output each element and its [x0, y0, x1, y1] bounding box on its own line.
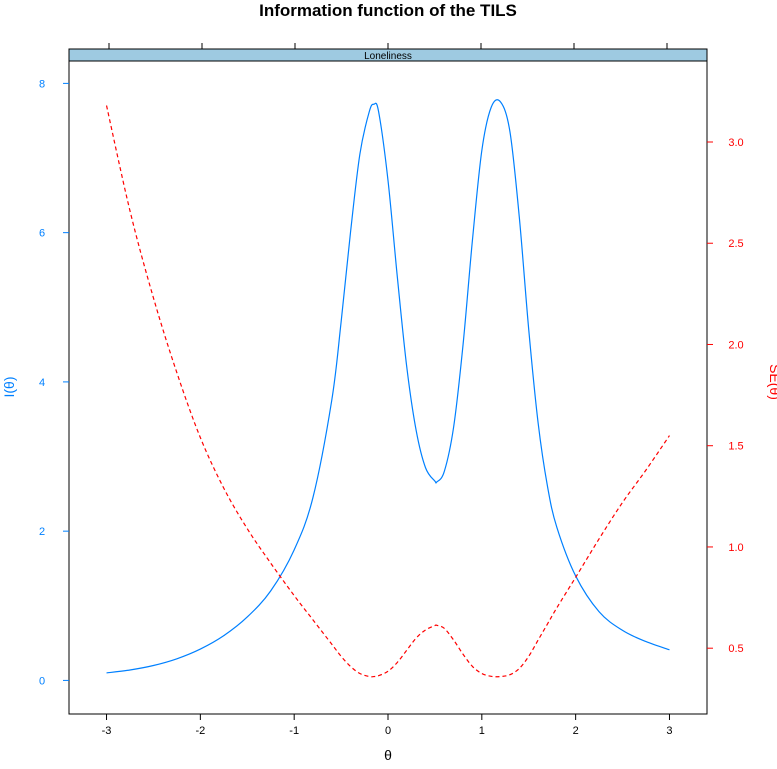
x-tick-label: 0	[385, 725, 391, 737]
x-axis-label: θ	[384, 747, 392, 763]
standard-error-curve	[105, 105, 670, 678]
series-layer	[105, 99, 670, 678]
plot-frame	[68, 60, 708, 715]
right-y-tick-label: 1.0	[728, 542, 743, 554]
x-tick-label: 3	[666, 725, 672, 737]
top-ticks	[108, 43, 668, 49]
left-y-axis-label: I(θ)	[1, 377, 17, 398]
right-y-axis-ticks: 0.5 1.0 1.5 2.0 2.5 3.0	[707, 137, 744, 655]
right-y-tick-label: 2.5	[728, 238, 743, 250]
left-y-tick-label: 8	[39, 78, 45, 90]
panel-strip-label: Loneliness	[364, 51, 412, 62]
x-tick-label: 2	[573, 725, 579, 737]
x-tick-label: -2	[195, 725, 205, 737]
right-y-axis-label: SE(θ)	[767, 364, 777, 400]
x-axis-ticks: -3 -2 -1 0 1 2 3	[102, 714, 673, 737]
information-curve	[106, 99, 670, 674]
x-tick-label: 1	[479, 725, 485, 737]
left-y-axis-ticks: 0 2 4 6 8	[39, 78, 69, 687]
left-y-tick-label: 6	[39, 228, 45, 240]
right-y-tick-label: 3.0	[728, 137, 743, 149]
right-y-tick-label: 1.5	[728, 441, 743, 453]
chart-title: Information function of the TILS	[259, 1, 517, 20]
x-tick-label: -1	[289, 725, 299, 737]
left-y-tick-label: 0	[39, 675, 45, 687]
left-y-tick-label: 4	[39, 377, 45, 389]
right-y-tick-label: 2.0	[728, 339, 743, 351]
right-y-tick-label: 0.5	[728, 643, 743, 655]
left-y-tick-label: 2	[39, 526, 45, 538]
x-tick-label: -3	[102, 725, 112, 737]
